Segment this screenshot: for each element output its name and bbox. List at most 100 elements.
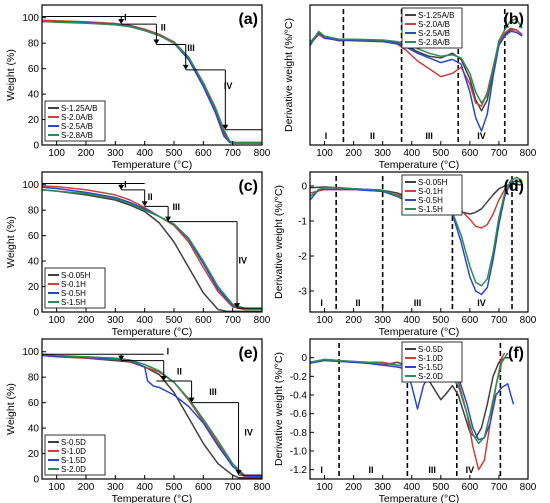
y-tick-label: 40 [28, 424, 40, 435]
stage-arrow-head [118, 19, 125, 25]
series-line-S-2.8A/B [310, 18, 523, 104]
stage-label: II [177, 367, 182, 377]
x-tick-label: 500 [432, 315, 449, 326]
series-line-S-2.0A/B [42, 19, 262, 144]
x-tick-label: 500 [432, 148, 449, 159]
y-tick-label: 20 [28, 115, 40, 126]
plot-frame [41, 338, 263, 480]
stage-arrow-head [234, 303, 241, 309]
x-tick-label: 600 [462, 148, 479, 159]
legend-label: S-2.0A/B [418, 20, 450, 29]
panel-label: (f) [508, 345, 524, 362]
x-tick-label: 200 [345, 482, 362, 493]
y-tick-label: 60 [28, 64, 40, 75]
x-tick-label: 400 [136, 148, 153, 159]
y-tick-label: -0.4 [290, 391, 308, 402]
stage-arrow-head [222, 124, 229, 130]
x-tick-label: 400 [136, 482, 153, 493]
stage-label: IV [224, 81, 233, 91]
region-label: III [414, 298, 422, 308]
x-tick-label: 300 [374, 148, 391, 159]
legend-label: S-2.0D [61, 465, 86, 474]
plot-frame [41, 4, 263, 146]
stage-arrow-head [182, 64, 189, 70]
legend-label: S-0.05H [61, 271, 91, 280]
y-tick-label: 20 [28, 282, 40, 293]
x-axis-label: Temperature (°C) [379, 326, 460, 338]
y-tick-label: -0.6 [290, 409, 308, 420]
legend-label: S-2.0D [418, 372, 443, 381]
series-line-S-1.5H [310, 176, 523, 287]
x-tick-label: 200 [78, 148, 95, 159]
panel-label: (d) [504, 178, 524, 195]
x-tick-label: 300 [374, 315, 391, 326]
stage-label: I [124, 12, 127, 22]
series-line-S-0.05H [42, 189, 262, 312]
series-line-S-0.5H [310, 180, 523, 296]
legend-label: S-1.5D [418, 363, 443, 372]
x-tick-label: 700 [491, 315, 508, 326]
x-tick-label: 400 [403, 315, 420, 326]
legend-label: S-0.1H [418, 187, 443, 196]
stage-label: I [124, 179, 127, 189]
panel-label: (e) [238, 345, 258, 362]
x-tick-label: 800 [254, 148, 271, 159]
x-tick-label: 300 [374, 482, 391, 493]
x-tick-label: 300 [107, 148, 124, 159]
stage-label: II [161, 22, 166, 32]
y-tick-label: 40 [28, 90, 40, 101]
x-tick-label: 500 [432, 482, 449, 493]
y-tick-label: 60 [28, 231, 40, 242]
region-label: II [370, 131, 375, 141]
stage-label: II [148, 192, 153, 202]
legend: S-1.25A/BS-2.0A/BS-2.5A/BS-2.8A/B [44, 100, 106, 142]
x-tick-label: 700 [224, 315, 241, 326]
legend-label: S-1.5H [418, 205, 443, 214]
stage-arrow-head [153, 39, 160, 45]
x-tick-label: 800 [254, 482, 271, 493]
x-tick-label: 500 [166, 315, 183, 326]
x-tick-label: 500 [166, 482, 183, 493]
stage-label: IV [239, 256, 248, 266]
plot-frame [309, 171, 529, 313]
series-line-S-2.8A/B [42, 20, 262, 144]
legend-label: S-1.25A/B [61, 104, 97, 113]
y-tick-label: 80 [28, 373, 40, 384]
stage-arrow-head [188, 397, 195, 403]
y-tick-label: 100 [22, 347, 39, 358]
legend-label: S-2.5A/B [418, 29, 450, 38]
stage-label: III [187, 43, 195, 53]
series-line-S-2.5A/B [310, 30, 523, 132]
legend-label: S-0.5D [61, 438, 86, 447]
legend-label: S-1.5H [61, 298, 86, 307]
stage-arrow-head [165, 216, 172, 222]
y-tick-label: 0 [301, 182, 307, 193]
y-tick-label: 40 [28, 257, 40, 268]
y-axis-label: Derivative weight (%/°C) [273, 185, 285, 299]
legend-label: S-0.5H [61, 289, 86, 298]
x-tick-label: 600 [462, 482, 479, 493]
stage-arrow-head [118, 184, 125, 190]
legend-label: S-2.8A/B [418, 38, 450, 47]
x-tick-label: 600 [462, 315, 479, 326]
legend: S-1.25A/BS-2.0A/BS-2.5A/BS-2.8A/B [401, 7, 463, 49]
x-tick-label: 400 [403, 148, 420, 159]
y-axis-label: Weight (%) [5, 49, 17, 101]
x-tick-label: 600 [195, 315, 212, 326]
legend: S-0.5DS-1.0DS-1.5DS-2.0D [401, 341, 463, 383]
region-label: II [369, 465, 374, 475]
legend-label: S-0.5D [418, 345, 443, 354]
series-line-S-2.0D [42, 353, 262, 476]
x-tick-label: 500 [166, 148, 183, 159]
x-tick-label: 700 [491, 148, 508, 159]
x-tick-label: 800 [520, 315, 537, 326]
series-group [310, 176, 523, 296]
y-tick-label: -2 [298, 252, 307, 263]
